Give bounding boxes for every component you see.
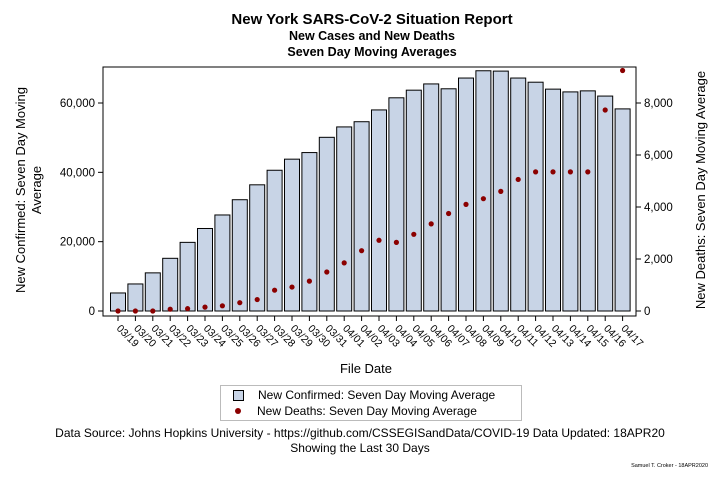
data-source-note: Data Source: Johns Hopkins University - … — [55, 426, 665, 440]
y-left-tick-label-0: 0 — [89, 306, 95, 318]
dot-03-28 — [272, 287, 278, 293]
dot-04-15 — [585, 169, 591, 175]
bar-04-15 — [579, 90, 596, 312]
legend-label-cases: New Confirmed: Seven Day Moving Average — [258, 388, 496, 402]
dot-03-23 — [185, 306, 191, 312]
author-credit: Samuel T. Croker - 18APR2020 — [631, 463, 708, 469]
y-left-tick-label-2: 40,000 — [60, 167, 95, 179]
y-axis-right-label: New Deaths: Seven Day Moving Average — [693, 71, 708, 309]
dot-03-21 — [150, 308, 156, 314]
y-axis-left-label-line1: New Confirmed: Seven Day Moving — [13, 87, 28, 293]
dot-series — [115, 67, 626, 314]
bar-04-14 — [562, 91, 579, 312]
showing-note: Showing the Last 30 Days — [290, 441, 430, 455]
bar-04-17 — [614, 108, 631, 312]
dot-04-05 — [411, 231, 417, 237]
bar-03-27 — [249, 184, 266, 312]
bar-04-07 — [440, 88, 457, 312]
bar-03-21 — [144, 272, 161, 312]
dot-04-07 — [446, 210, 452, 217]
dot-03-29 — [289, 284, 295, 290]
bar-04-12 — [527, 81, 544, 312]
dot-04-11 — [515, 176, 521, 183]
y-right-tick-label-4: 8,000 — [644, 98, 673, 110]
bar-03-29 — [284, 158, 300, 312]
bar-04-01 — [336, 126, 353, 312]
legend-item-deaths: New Deaths: Seven Day Moving Average — [221, 403, 477, 419]
bar-series — [110, 70, 631, 312]
bar-03-23 — [179, 241, 196, 312]
bar-04-11 — [510, 77, 527, 312]
dot-04-06 — [428, 221, 434, 227]
dot-03-30 — [306, 278, 312, 284]
y-right-tick-label-1: 2,000 — [644, 254, 673, 266]
y-axis-left-label-line2: Average — [29, 166, 44, 214]
dot-03-24 — [202, 304, 208, 310]
chart-title: New York SARS-CoV-2 Situation Report — [231, 11, 512, 28]
dot-04-12 — [533, 169, 539, 175]
bar-04-08 — [458, 77, 474, 312]
bar-04-09 — [475, 70, 492, 312]
bar-03-26 — [231, 199, 248, 312]
bar-03-24 — [197, 227, 213, 312]
dot-03-22 — [167, 306, 173, 312]
dot-04-14 — [567, 169, 574, 175]
chart-subtitle-2: Seven Day Moving Averages — [287, 45, 456, 59]
y-left-tick-label-3: 60,000 — [60, 98, 95, 110]
bar-03-31 — [318, 136, 335, 312]
dot-03-27 — [254, 296, 260, 303]
dot-03-25 — [219, 303, 225, 309]
dot-04-10 — [498, 188, 504, 194]
y-right-tick-label-0: 0 — [644, 306, 650, 318]
dot-04-03 — [376, 237, 382, 243]
dot-03-19 — [115, 308, 121, 314]
dot-04-01 — [341, 260, 347, 266]
x-axis: 03/1903/2003/2103/2203/2303/2403/2503/26… — [114, 316, 646, 350]
legend-swatch-cases — [233, 389, 244, 401]
bar-04-13 — [545, 88, 561, 312]
legend-marker-deaths — [234, 408, 241, 414]
bar-03-20 — [127, 283, 144, 312]
bar-03-22 — [162, 257, 179, 312]
x-axis-label: File Date — [340, 361, 392, 376]
chart-subtitle-1: New Cases and New Deaths — [289, 29, 455, 43]
bar-03-19 — [110, 292, 126, 312]
dot-04-16 — [602, 107, 608, 113]
legend: New Confirmed: Seven Day Moving Average … — [220, 385, 522, 421]
plot-frame — [102, 66, 637, 317]
right-axis: 0 2,000 4,000 6,000 8,000 — [636, 98, 673, 318]
dot-04-04 — [393, 239, 399, 245]
bar-03-28 — [266, 169, 283, 312]
dot-04-13 — [550, 169, 556, 175]
bar-04-05 — [405, 89, 422, 312]
y-right-tick-label-2: 4,000 — [644, 202, 673, 214]
legend-label-deaths: New Deaths: Seven Day Moving Average — [257, 404, 477, 418]
dot-04-17 — [620, 67, 626, 74]
dot-04-08 — [463, 201, 469, 207]
bar-03-25 — [214, 214, 231, 312]
dot-04-02 — [359, 248, 365, 254]
bar-04-06 — [423, 83, 440, 312]
dot-03-31 — [324, 269, 330, 275]
dot-04-09 — [480, 196, 486, 202]
bar-04-02 — [353, 121, 370, 312]
legend-item-cases: New Confirmed: Seven Day Moving Average — [221, 387, 495, 403]
left-axis: 0 20,000 40,000 60,000 — [60, 98, 103, 318]
bar-04-03 — [371, 109, 387, 312]
bar-04-16 — [597, 95, 614, 312]
y-right-tick-label-3: 6,000 — [644, 150, 673, 162]
bar-04-04 — [388, 97, 405, 312]
dot-03-26 — [237, 300, 243, 306]
dot-03-20 — [132, 308, 138, 314]
y-left-tick-label-1: 20,000 — [60, 237, 95, 249]
bar-03-30 — [301, 152, 318, 312]
